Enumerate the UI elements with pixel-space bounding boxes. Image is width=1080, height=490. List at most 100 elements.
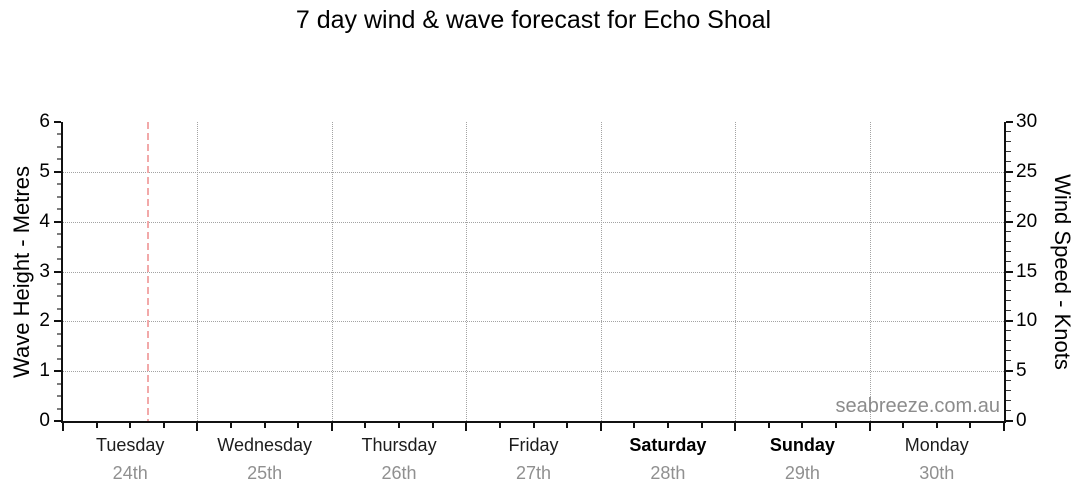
x-axis-minor-tick <box>498 423 501 428</box>
left-axis-minor-tick <box>57 195 61 198</box>
right-axis-minor-tick <box>1006 410 1011 412</box>
left-axis-minor-tick <box>57 295 61 298</box>
x-axis-minor-tick <box>532 423 535 428</box>
horizontal-gridline <box>63 221 1004 223</box>
right-axis-minor-tick <box>1006 280 1011 282</box>
x-axis-date-label: 28th <box>650 463 686 483</box>
left-axis-minor-tick <box>57 332 61 335</box>
x-axis-major-tick <box>1003 423 1005 431</box>
left-axis-minor-tick <box>57 158 61 161</box>
day-boundary-gridline <box>197 122 199 421</box>
right-axis-minor-tick <box>1006 250 1011 252</box>
right-axis-tick-label: 25 <box>1016 160 1038 182</box>
left-axis-major-tick <box>54 170 61 173</box>
right-axis-minor-tick <box>1006 230 1011 232</box>
x-axis-date-label: 25th <box>247 463 283 483</box>
horizontal-gridline <box>63 271 1004 273</box>
x-axis-minor-tick <box>364 423 367 428</box>
watermark: seabreeze.com.au <box>835 395 1000 417</box>
current-time-marker <box>146 122 149 421</box>
right-axis-minor-tick <box>1006 180 1011 182</box>
day-boundary-gridline <box>869 122 871 421</box>
right-axis-minor-tick <box>1006 150 1011 152</box>
x-axis-minor-tick <box>297 423 300 428</box>
x-axis-day-label: Wednesday <box>217 435 313 455</box>
left-axis-tick-label: 4 <box>39 210 50 232</box>
right-axis-minor-tick <box>1006 310 1011 312</box>
x-axis-minor-tick <box>566 423 569 428</box>
horizontal-gridline <box>63 371 1004 373</box>
x-axis-minor-tick <box>969 423 972 428</box>
x-axis-minor-tick <box>162 423 165 428</box>
left-axis-tick-label: 3 <box>39 260 50 282</box>
chart-title: 7 day wind & wave forecast for Echo Shoa… <box>295 6 772 34</box>
x-axis-minor-tick <box>431 423 434 428</box>
right-axis-minor-tick <box>1006 160 1011 162</box>
left-axis-tick-label: 6 <box>39 111 50 132</box>
right-axis-minor-tick <box>1006 190 1011 192</box>
right-axis-minor-tick <box>1006 210 1011 212</box>
left-axis-minor-tick <box>57 395 61 398</box>
left-axis-minor-tick <box>57 258 61 261</box>
x-axis-minor-tick <box>95 423 98 428</box>
x-axis-date-label: 27th <box>515 463 552 483</box>
left-axis-minor-tick <box>57 233 61 236</box>
day-boundary-gridline <box>466 122 468 421</box>
right-axis-minor-tick <box>1006 240 1011 242</box>
x-axis-minor-tick <box>129 423 132 428</box>
x-axis-minor-tick <box>666 423 669 428</box>
x-axis-day-label: Tuesday <box>96 435 165 455</box>
x-axis-major-tick <box>465 423 468 431</box>
right-axis-major-tick <box>1006 270 1013 273</box>
left-axis-tick-label: 0 <box>39 410 50 431</box>
x-axis-minor-tick <box>767 423 770 428</box>
right-axis-minor-tick <box>1006 350 1011 352</box>
right-axis-tick-label: 30 <box>1016 111 1038 132</box>
right-axis-minor-tick <box>1006 260 1011 262</box>
left-axis-major-tick <box>54 270 61 273</box>
x-axis-date-label: 24th <box>112 463 148 483</box>
day-boundary-gridline <box>331 122 333 421</box>
horizontal-gridline <box>63 171 1004 173</box>
right-axis-minor-tick <box>1006 200 1011 202</box>
plot-area: 0 1 2 3 4 5 6 0 5 10 15 20 25 30 Tuesday 24th Wednesday 2… <box>39 112 1037 484</box>
horizontal-gridline <box>63 321 1004 323</box>
left-axis-major-tick <box>54 420 61 422</box>
left-axis-tick-label: 5 <box>39 160 50 182</box>
x-axis-day-label: Friday <box>508 435 559 455</box>
x-axis-day-label: Thursday <box>361 435 437 455</box>
x-axis-minor-tick <box>801 423 804 428</box>
left-axis-minor-tick <box>57 133 61 136</box>
left-axis-tick-label: 1 <box>39 360 50 382</box>
right-axis-tick-label: 10 <box>1016 310 1038 332</box>
x-axis-day-label: Saturday <box>629 435 707 455</box>
x-axis-date-label: 30th <box>919 463 955 483</box>
left-axis-minor-tick <box>57 183 61 186</box>
x-axis-minor-tick <box>263 423 266 428</box>
right-axis-minor-tick <box>1006 140 1011 142</box>
left-axis-major-tick <box>54 121 61 123</box>
x-axis-major-tick <box>868 423 871 431</box>
right-axis-major-tick <box>1006 121 1013 123</box>
left-axis-minor-tick <box>57 208 61 211</box>
right-axis-major-tick <box>1006 370 1013 373</box>
left-axis-minor-tick <box>57 282 61 285</box>
left-axis-minor-tick <box>57 345 61 348</box>
x-axis-major-tick <box>62 423 64 431</box>
x-axis-major-tick <box>734 423 737 431</box>
right-axis-tick-label: 20 <box>1016 210 1038 232</box>
right-axis-tick-label: 0 <box>1016 410 1027 431</box>
day-boundary-gridline <box>735 122 737 421</box>
x-axis-day-label: Sunday <box>769 435 835 455</box>
right-axis-minor-tick <box>1006 340 1011 342</box>
left-axis-major-tick <box>54 220 61 223</box>
left-axis-minor-tick <box>57 357 61 360</box>
right-axis-major-tick <box>1006 420 1013 422</box>
right-axis-minor-tick <box>1006 300 1011 302</box>
right-axis-tick-label: 5 <box>1016 360 1027 382</box>
right-axis-major-tick <box>1006 170 1013 173</box>
left-axis-tick-label: 2 <box>39 310 50 332</box>
right-axis-title: Wind Speed - Knots <box>1050 174 1075 370</box>
right-axis-minor-tick <box>1006 360 1011 362</box>
